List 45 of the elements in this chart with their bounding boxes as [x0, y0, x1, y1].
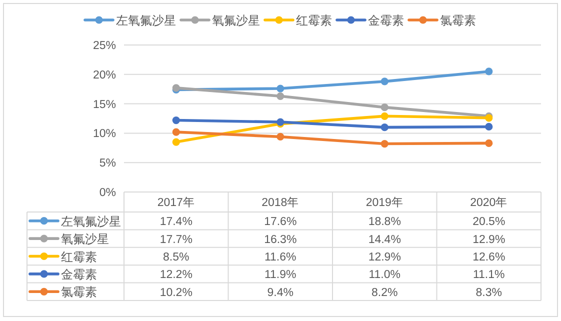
- data-label: 17.7%: [160, 234, 192, 246]
- data-label: 12.9%: [368, 251, 401, 264]
- y-tick-label: 0%: [99, 187, 116, 199]
- legend-label: 金霉素: [368, 14, 404, 28]
- data-label: 8.3%: [476, 286, 502, 299]
- data-label: 9.4%: [267, 286, 294, 299]
- data-label: 12.2%: [160, 269, 192, 282]
- data-label: 20.5%: [472, 216, 506, 228]
- data-label: 14.4%: [368, 234, 401, 246]
- x-tick-label: 2017年: [157, 196, 195, 209]
- data-label: 11.1%: [472, 269, 505, 282]
- data-label: 12.6%: [472, 251, 506, 264]
- y-tick-label: 25%: [92, 40, 116, 52]
- text: 金霉素: [61, 267, 97, 282]
- legend-label: 红霉素: [296, 14, 332, 28]
- data-label: 17.6%: [264, 216, 297, 228]
- text: 红霉素: [61, 250, 97, 264]
- legend-item: 金霉素: [336, 14, 404, 28]
- y-tick-label: 20%: [92, 69, 116, 82]
- legend-item: 氧氟沙星: [180, 14, 260, 28]
- data-label: 11.0%: [368, 269, 401, 282]
- legend-item: 氯霉素: [408, 14, 476, 28]
- y-tick-label: 10%: [92, 128, 116, 140]
- legend-label: 氯霉素: [440, 14, 476, 28]
- x-tick-label: 2018年: [262, 196, 300, 209]
- data-label: 16.3%: [264, 234, 297, 246]
- data-label: 8.5%: [163, 251, 190, 264]
- text: 氯霉素: [61, 285, 97, 300]
- data-label: 18.8%: [368, 216, 401, 228]
- text: 氧氟沙星: [61, 232, 109, 246]
- data-label: 10.2%: [160, 286, 192, 299]
- data-label: 11.9%: [264, 269, 296, 282]
- legend-label: 左氧氟沙星: [116, 14, 176, 28]
- legend-item: 左氧氟沙星: [84, 14, 176, 28]
- y-tick-label: 5%: [99, 158, 116, 170]
- legend-label: 氧氟沙星: [212, 14, 260, 28]
- data-label: 17.4%: [160, 216, 192, 228]
- data-label: 11.6%: [264, 251, 296, 264]
- data-label: 12.9%: [472, 234, 506, 246]
- data-label: 8.2%: [372, 286, 398, 299]
- y-tick-label: 15%: [92, 98, 116, 111]
- text: 左氧氟沙星: [61, 214, 121, 228]
- legend-item: 红霉素: [264, 14, 332, 28]
- x-tick-label: 2019年: [366, 196, 404, 209]
- x-tick-label: 2020年: [470, 196, 508, 209]
